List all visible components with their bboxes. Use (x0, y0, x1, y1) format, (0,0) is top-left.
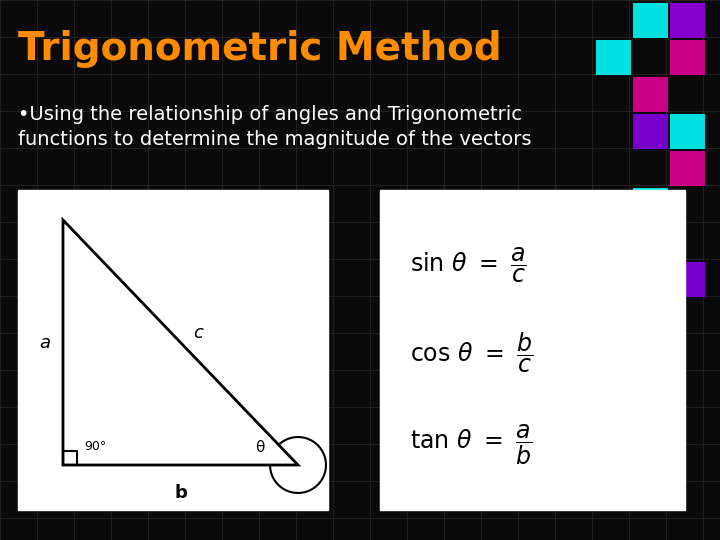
Bar (633, 188, 668, 223)
Text: functions to determine the magnitude of the vectors: functions to determine the magnitude of … (18, 130, 531, 149)
Bar (380, 190, 685, 510)
Bar (633, 3, 668, 38)
Text: $\mathrm{tan}\ \theta\ =\ \dfrac{a}{b}$: $\mathrm{tan}\ \theta\ =\ \dfrac{a}{b}$ (410, 423, 532, 467)
Text: 90°: 90° (84, 441, 106, 454)
Text: $\mathrm{cos}\ \theta\ =\ \dfrac{b}{c}$: $\mathrm{cos}\ \theta\ =\ \dfrac{b}{c}$ (410, 331, 534, 375)
Bar (596, 40, 631, 75)
Text: a: a (40, 334, 50, 352)
Bar (633, 114, 668, 149)
Text: θ: θ (256, 440, 265, 455)
Bar (633, 77, 668, 112)
Bar (18, 190, 328, 510)
Text: •Using the relationship of angles and Trigonometric: •Using the relationship of angles and Tr… (18, 105, 522, 124)
Text: b: b (174, 484, 187, 502)
Bar (670, 40, 705, 75)
Bar (670, 151, 705, 186)
Text: Trigonometric Method: Trigonometric Method (18, 30, 502, 68)
Bar (670, 3, 705, 38)
Text: $\mathrm{sin}\ \theta\ =\ \dfrac{a}{c}$: $\mathrm{sin}\ \theta\ =\ \dfrac{a}{c}$ (410, 245, 527, 285)
Bar (670, 114, 705, 149)
Text: c: c (194, 323, 204, 341)
Bar (670, 262, 705, 297)
